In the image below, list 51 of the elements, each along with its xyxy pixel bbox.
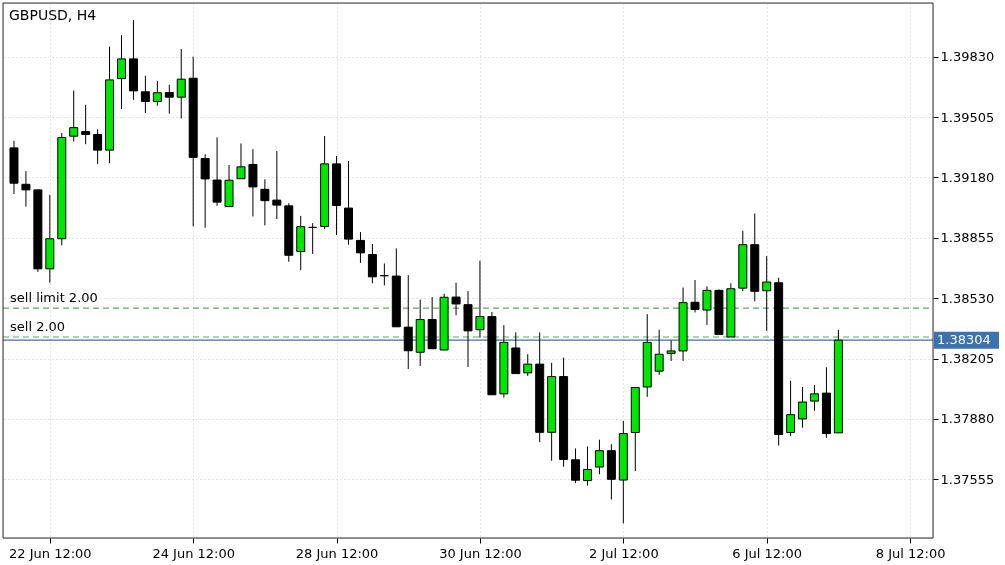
candlestick — [117, 34, 127, 110]
ref-line-label: 1.38304 — [937, 332, 991, 348]
candlestick — [690, 279, 700, 313]
candlestick — [355, 231, 365, 264]
ref-line-label: sell limit 2.00 — [10, 290, 98, 306]
x-tick-label: 30 Jun 12:00 — [439, 545, 522, 561]
candlestick — [523, 353, 533, 377]
candlestick — [798, 386, 808, 429]
candlestick — [93, 128, 103, 165]
candlestick — [272, 150, 282, 220]
x-tick-label: 28 Jun 12:00 — [295, 545, 379, 561]
candlestick — [200, 153, 210, 229]
y-tick-label: 1.38855 — [940, 230, 995, 246]
candlestick — [475, 260, 485, 339]
candlestick — [571, 447, 581, 484]
y-tick-label: 1.39180 — [940, 169, 995, 185]
y-tick-label: 1.38530 — [940, 290, 995, 306]
candlestick — [367, 243, 377, 284]
x-tick-label: 22 Jun 12:00 — [9, 545, 92, 561]
candlestick — [140, 75, 150, 114]
candlestick — [212, 136, 222, 207]
candlestick — [654, 329, 664, 376]
candlestick — [152, 80, 162, 107]
y-tick-label: 1.39830 — [940, 49, 995, 65]
candlestick — [236, 142, 246, 180]
candlestick — [809, 384, 819, 412]
candlestick — [666, 339, 676, 362]
candlestick — [594, 439, 604, 475]
candlestick — [762, 255, 772, 332]
candlestick — [786, 380, 796, 437]
y-tick-label: 1.37880 — [940, 411, 995, 427]
candlestick — [81, 104, 91, 145]
candlestick — [702, 285, 712, 326]
x-tick-label: 2 Jul 12:00 — [588, 545, 659, 561]
candlestick — [164, 84, 174, 115]
candlestick — [451, 282, 461, 316]
candlestick — [248, 148, 258, 217]
y-tick-label: 1.39505 — [940, 109, 995, 125]
y-tick-label: 1.37555 — [940, 471, 995, 487]
candlestick — [260, 178, 270, 226]
x-tick-label: 24 Jun 12:00 — [152, 545, 235, 561]
x-tick-label: 6 Jul 12:00 — [732, 545, 803, 561]
y-tick-label: 1.38205 — [940, 351, 995, 367]
candlestick — [69, 89, 79, 143]
x-tick-label: 8 Jul 12:00 — [875, 545, 946, 561]
candlestick — [582, 445, 592, 487]
candlestick — [21, 170, 31, 208]
candlestick — [403, 274, 413, 370]
candlestick — [176, 48, 186, 120]
ref-line-label: sell 2.00 — [10, 319, 66, 334]
chart-title: GBPUSD, H4 — [9, 7, 97, 23]
